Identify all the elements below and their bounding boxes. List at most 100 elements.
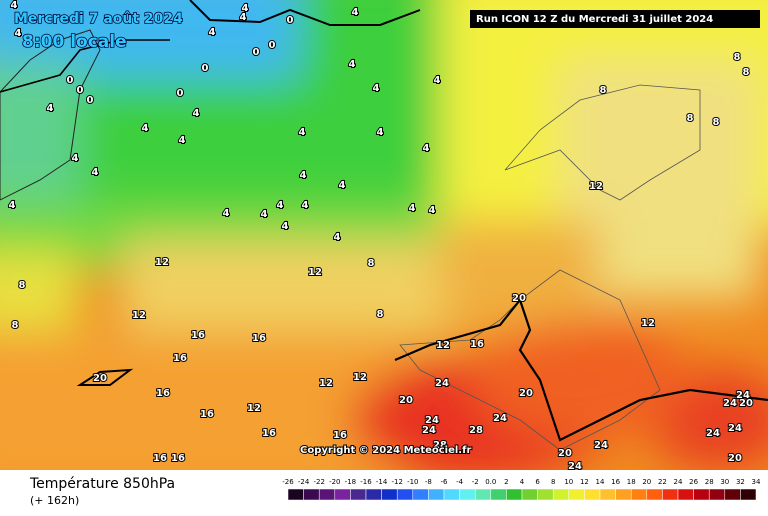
isotherm-label: 8 bbox=[743, 67, 750, 78]
temperature-field bbox=[0, 0, 768, 490]
legend-tick: 4 bbox=[520, 478, 525, 486]
legend-tick: -24 bbox=[298, 478, 310, 486]
legend-tick: 6 bbox=[535, 478, 540, 486]
isotherm-label: 0 bbox=[287, 15, 294, 26]
legend-tick: 32 bbox=[736, 478, 745, 486]
legend-swatch bbox=[724, 488, 741, 501]
isotherm-label: 20 bbox=[512, 293, 526, 304]
legend-tick: -2 bbox=[472, 478, 479, 486]
isotherm-label: 24 bbox=[425, 415, 439, 426]
isotherm-label: 24 bbox=[728, 423, 742, 434]
isotherm-label: 4 bbox=[282, 221, 289, 232]
isotherm-label: 4 bbox=[11, 0, 18, 11]
legend-swatch bbox=[537, 488, 554, 501]
isotherm-label: 16 bbox=[191, 330, 205, 341]
color-legend: -26 -24 -22 -20 -18 -16 -14 -12 -10 -8 -6 -4 -2 0.0 2 4… bbox=[282, 478, 761, 501]
isotherm-label: 0 bbox=[202, 63, 209, 74]
isotherm-label: 12 bbox=[436, 340, 450, 351]
isotherm-label: 4 bbox=[339, 180, 346, 191]
legend-tick: 10 bbox=[564, 478, 573, 486]
legend-swatch bbox=[646, 488, 663, 501]
legend-tick: -16 bbox=[360, 478, 372, 486]
footer-subtitle: (+ 162h) bbox=[30, 494, 79, 507]
isotherm-label: 12 bbox=[353, 372, 367, 383]
isotherm-label: 16 bbox=[333, 430, 347, 441]
isotherm-label: 12 bbox=[308, 267, 322, 278]
legend-swatch bbox=[599, 488, 616, 501]
isotherm-label: 4 bbox=[261, 209, 268, 220]
isotherm-label: 12 bbox=[132, 310, 146, 321]
isotherm-label: 16 bbox=[156, 388, 170, 399]
isotherm-label: 4 bbox=[242, 3, 249, 14]
legend-swatch bbox=[490, 488, 507, 501]
isotherm-label: 20 bbox=[739, 398, 753, 409]
legend-tick: 2 bbox=[504, 478, 508, 486]
isotherm-label: 0 bbox=[87, 95, 94, 106]
isotherm-label: 4 bbox=[72, 153, 79, 164]
run-box bbox=[470, 10, 760, 28]
legend-tick: -26 bbox=[282, 478, 294, 486]
isotherm-label: 24 bbox=[493, 413, 507, 424]
legend-tick: 26 bbox=[689, 478, 698, 486]
isotherm-label: 4 bbox=[409, 203, 416, 214]
legend-tick: 8 bbox=[551, 478, 555, 486]
isotherm-label: 8 bbox=[12, 320, 19, 331]
isotherm-label: 0 bbox=[77, 85, 84, 96]
isotherm-label: 24 bbox=[723, 398, 737, 409]
legend-tick: -4 bbox=[456, 478, 464, 486]
legend-tick: -6 bbox=[441, 478, 449, 486]
legend-tick: -8 bbox=[425, 478, 432, 486]
isotherm-label: 0 bbox=[67, 75, 74, 86]
legend-swatch bbox=[677, 488, 694, 501]
top-banner: Mercredi 7 août 2024 8:00 locale Run ICO… bbox=[13, 10, 760, 457]
isotherm-label: 16 bbox=[252, 333, 266, 344]
legend-swatch bbox=[708, 488, 726, 501]
isotherm-label: 28 bbox=[469, 425, 483, 436]
isotherm-label: 24 bbox=[706, 428, 720, 439]
legend-swatch bbox=[615, 488, 632, 501]
legend-swatch bbox=[334, 488, 351, 501]
legend-swatch bbox=[693, 488, 710, 501]
isotherm-label: 28 bbox=[433, 440, 447, 451]
legend-swatch bbox=[303, 488, 320, 501]
isotherm-label: 8 bbox=[368, 258, 375, 269]
isotherm-label: 16 bbox=[200, 409, 214, 420]
isotherm-label: 24 bbox=[568, 461, 582, 472]
isotherm-label: 24 bbox=[736, 390, 750, 401]
legend-tick: 18 bbox=[627, 478, 636, 486]
isotherm-label: 8 bbox=[713, 117, 720, 128]
isotherm-label: 16 bbox=[171, 453, 185, 464]
isotherm-label: 12 bbox=[247, 403, 261, 414]
isotherm-label: 4 bbox=[349, 59, 356, 70]
isotherm-label: 8 bbox=[600, 85, 607, 96]
isotherm-label: 16 bbox=[470, 339, 484, 350]
legend-swatch bbox=[662, 488, 679, 501]
legend-swatch bbox=[350, 488, 367, 501]
isotherm-label: 4 bbox=[302, 200, 309, 211]
isotherm-label: 4 bbox=[47, 103, 54, 114]
isotherm-label: 8 bbox=[734, 52, 741, 63]
legend-tick: -22 bbox=[313, 478, 324, 486]
legend-tick: -14 bbox=[376, 478, 388, 486]
legend-swatch bbox=[552, 488, 570, 501]
legend-tick: 20 bbox=[642, 478, 651, 486]
isotherm-label: 4 bbox=[193, 108, 200, 119]
legend-swatch bbox=[474, 488, 492, 501]
isotherm-label: 24 bbox=[435, 378, 449, 389]
legend-swatch bbox=[287, 488, 304, 501]
isotherm-label: 0 bbox=[177, 88, 184, 99]
date: Mercredi 7 août 2024 bbox=[14, 11, 183, 27]
legend-tick: 34 bbox=[752, 478, 761, 486]
isotherm-label: 4 bbox=[209, 27, 216, 38]
isotherm-label: 4 bbox=[377, 127, 384, 138]
isotherm-label: 16 bbox=[153, 453, 167, 464]
isotherm-label: 4 bbox=[299, 127, 306, 138]
isotherm-label: 8 bbox=[687, 113, 694, 124]
isotherm-label: 4 bbox=[92, 167, 99, 178]
legend-swatch bbox=[584, 488, 601, 501]
isotherm-label: 20 bbox=[399, 395, 413, 406]
legend-tick: -10 bbox=[407, 478, 418, 486]
isotherm-label: 4 bbox=[277, 200, 284, 211]
isotherm-label: 4 bbox=[300, 170, 307, 181]
